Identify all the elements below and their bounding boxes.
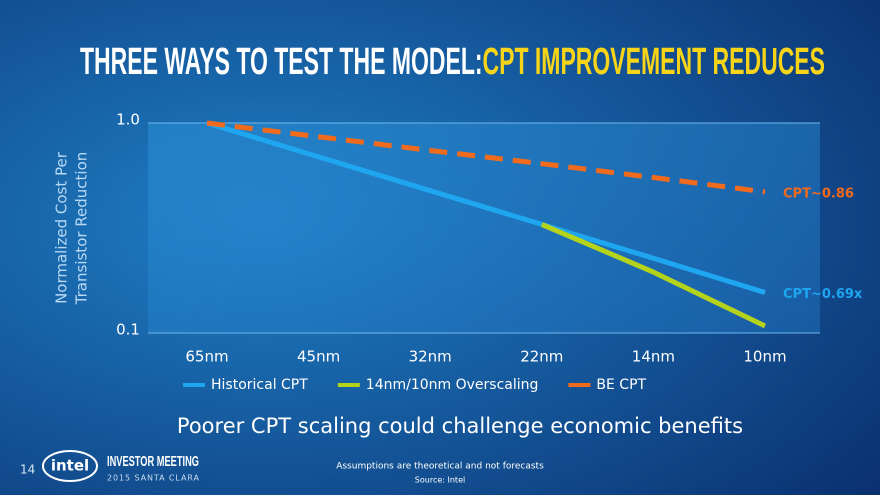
x-tick-label: 10nm [743, 348, 786, 366]
legend-label: 14nm/10nm Overscaling [366, 377, 539, 393]
legend-label: BE CPT [596, 377, 646, 393]
logo-ring [42, 450, 98, 482]
y-axis-label: Normalized Cost Per [53, 151, 71, 304]
title: THREE WAYS TO TEST THE MODEL:CPT IMPROVE… [80, 41, 825, 83]
source: Source: Intel [415, 476, 465, 485]
series-line [540, 222, 767, 329]
series-line [206, 120, 766, 195]
title-part: THREE WAYS TO TEST THE MODEL: [80, 41, 483, 83]
message: Poorer CPT scaling could challenge econo… [177, 414, 743, 438]
annotation: CPT~0.86 [783, 186, 854, 201]
event-sub: 2015 SANTA CLARA [107, 474, 200, 483]
page-number: 14 [20, 463, 35, 477]
x-tick-label: 22nm [520, 348, 563, 366]
y-tick-label: 1.0 [116, 111, 140, 129]
annotation: CPT~0.69x [783, 287, 863, 302]
legend-label: Historical CPT [211, 377, 308, 393]
title-part: CPT IMPROVEMENT REDUCES [483, 41, 825, 83]
x-tick-label: 14nm [632, 348, 675, 366]
disclaimer: Assumptions are theoretical and not fore… [336, 462, 544, 472]
y-axis-label: Transistor Reduction [73, 152, 91, 306]
x-tick-label: 45nm [297, 348, 340, 366]
event: INVESTOR MEETING [107, 453, 199, 470]
x-tick-label: 65nm [185, 348, 228, 366]
x-tick-label: 32nm [409, 348, 452, 366]
y-tick-label: 0.1 [116, 321, 140, 339]
logo: intel [51, 457, 89, 475]
series-line [206, 120, 766, 295]
